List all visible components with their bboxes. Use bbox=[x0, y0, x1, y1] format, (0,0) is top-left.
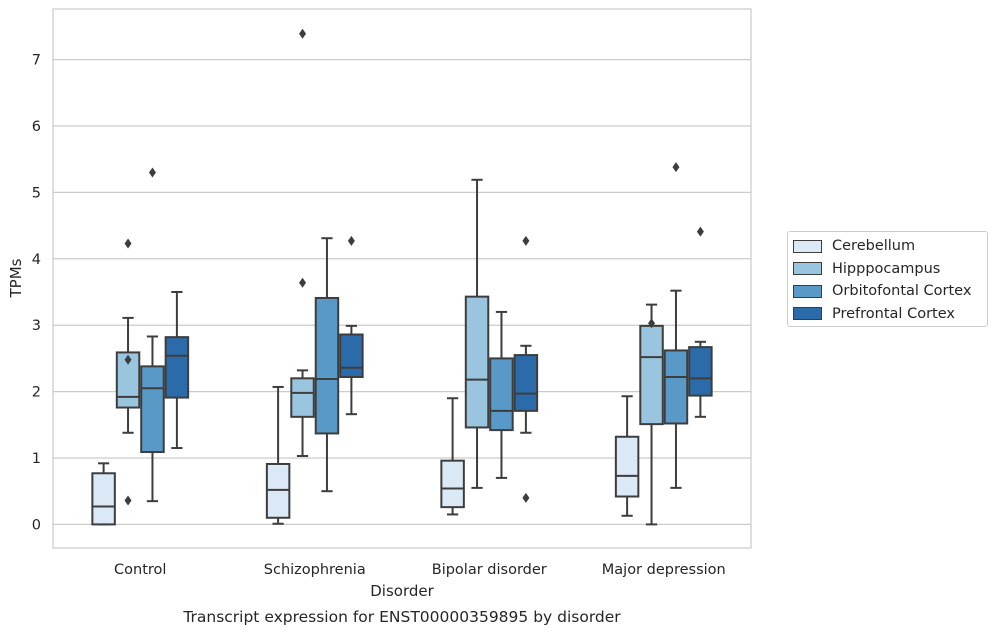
box-hipppocampus bbox=[639, 303, 664, 526]
box-prefrontal-cortex bbox=[164, 291, 190, 450]
legend-item: Cerebellum bbox=[788, 235, 987, 258]
gridlines bbox=[53, 58, 751, 526]
x-tick-label: Schizophrenia bbox=[264, 562, 366, 578]
outlier-point bbox=[672, 162, 680, 173]
outlier-point bbox=[124, 354, 132, 365]
box-prefrontal-cortex bbox=[339, 235, 364, 416]
outlier-point bbox=[696, 226, 704, 237]
box-hipppocampus bbox=[464, 178, 490, 489]
legend-swatch bbox=[793, 307, 822, 321]
outlier-point bbox=[148, 167, 156, 178]
y-tick-label: 2 bbox=[32, 385, 41, 401]
box-iqr bbox=[164, 336, 190, 399]
plot-frame bbox=[52, 8, 752, 549]
y-tick-label: 0 bbox=[32, 517, 41, 533]
outlier-point bbox=[124, 495, 132, 506]
legend: Cerebellum Hipppocampus Orbitofontal Corte… bbox=[787, 231, 988, 327]
box-cerebellum bbox=[614, 395, 640, 517]
box-iqr bbox=[614, 435, 640, 498]
box-iqr bbox=[91, 472, 116, 526]
box-iqr bbox=[489, 357, 514, 432]
legend-item: Orbitofontal Cortex bbox=[788, 280, 987, 303]
outlier-point bbox=[648, 318, 656, 329]
y-tick-label: 6 bbox=[32, 119, 41, 135]
box-orbitofontal-cortex bbox=[140, 167, 165, 503]
outlier-point bbox=[347, 235, 355, 246]
legend-label: Prefrontal Cortex bbox=[832, 305, 955, 322]
legend-item: Hipppocampus bbox=[788, 258, 987, 281]
box-iqr bbox=[663, 349, 689, 425]
outlier-point bbox=[299, 28, 307, 39]
x-tick-label: Bipolar disorder bbox=[432, 562, 547, 578]
box-prefrontal-cortex bbox=[513, 235, 539, 503]
box-iqr bbox=[115, 351, 141, 409]
box-prefrontal-cortex bbox=[688, 226, 713, 418]
legend-label: Hipppocampus bbox=[832, 260, 941, 277]
y-tick-label: 7 bbox=[32, 53, 41, 69]
box-iqr bbox=[140, 365, 165, 454]
y-tick-label: 5 bbox=[32, 185, 41, 201]
x-tick-labels: Control Schizophrenia Bipolar disorder Majo… bbox=[114, 562, 726, 578]
y-axis-label: TPMs bbox=[7, 258, 25, 298]
box-cerebellum bbox=[440, 397, 465, 516]
legend-label: Orbitofontal Cortex bbox=[832, 283, 972, 300]
box-iqr bbox=[639, 324, 664, 426]
x-tick-label: Control bbox=[114, 562, 166, 578]
legend-swatch bbox=[793, 262, 822, 276]
box-hipppocampus bbox=[290, 28, 315, 458]
box-orbitofontal-cortex bbox=[489, 310, 514, 479]
box-hipppocampus bbox=[115, 238, 141, 506]
legend-label: Cerebellum bbox=[832, 238, 916, 255]
x-tick-label: Major depression bbox=[602, 562, 726, 578]
legend-swatch bbox=[793, 284, 822, 298]
box-iqr bbox=[440, 459, 465, 509]
chart-title: Transcript expression for ENST0000035989… bbox=[182, 608, 621, 626]
legend-item: Prefrontal Cortex bbox=[788, 303, 987, 326]
box-iqr bbox=[464, 295, 490, 429]
outlier-point bbox=[522, 492, 530, 503]
box-iqr bbox=[339, 333, 364, 378]
y-tick-labels: 0 1 2 3 4 5 6 7 bbox=[32, 53, 41, 534]
box-orbitofontal-cortex bbox=[663, 162, 689, 489]
outlier-point bbox=[299, 277, 307, 288]
box-groups bbox=[91, 28, 713, 526]
y-tick-label: 1 bbox=[32, 451, 41, 467]
box-orbitofontal-cortex bbox=[314, 237, 340, 493]
y-tick-label: 4 bbox=[32, 252, 41, 268]
y-tick-label: 3 bbox=[32, 318, 41, 334]
box-cerebellum bbox=[91, 462, 116, 526]
box-iqr bbox=[513, 354, 539, 412]
box-iqr bbox=[314, 296, 340, 435]
box-iqr bbox=[290, 377, 315, 418]
outlier-point bbox=[522, 235, 530, 246]
legend-swatch bbox=[793, 239, 822, 253]
box-cerebellum bbox=[265, 385, 291, 525]
outlier-point bbox=[124, 238, 132, 249]
x-axis-label: Disorder bbox=[370, 582, 434, 600]
box-iqr bbox=[688, 346, 713, 397]
